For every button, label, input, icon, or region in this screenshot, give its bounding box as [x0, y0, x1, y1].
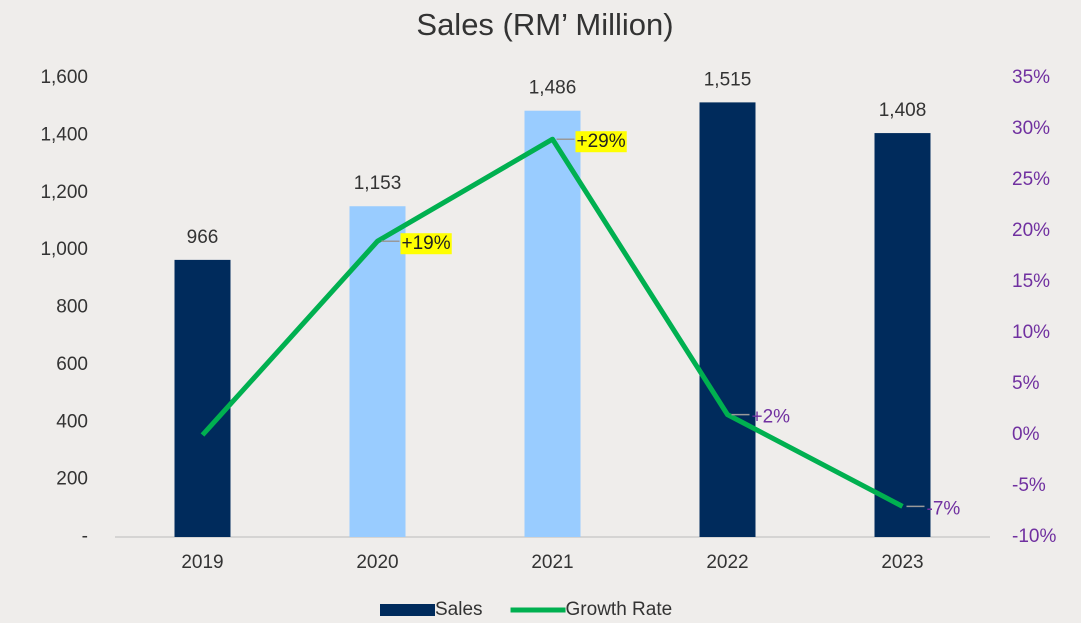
y-tick-label: 200	[56, 469, 88, 490]
y2-tick-label: 20%	[1012, 220, 1050, 241]
x-tick-label: 2020	[356, 552, 398, 573]
y-tick-label: 1,600	[40, 67, 88, 88]
bar	[874, 133, 931, 537]
y-tick-label: -	[82, 526, 88, 547]
chart-title: Sales (RM’ Million)	[416, 7, 673, 42]
bar-value-label: 1,408	[879, 100, 927, 121]
y2-tick-label: -5%	[1012, 475, 1046, 496]
label-highlight	[400, 233, 452, 255]
bar	[699, 102, 756, 538]
y-tick-label: 1,400	[40, 124, 88, 145]
y2-tick-label: 25%	[1012, 169, 1050, 190]
y-tick-label: 400	[56, 411, 88, 432]
label-highlight	[575, 131, 627, 153]
bar	[349, 206, 406, 537]
growth-value-label: +29%	[577, 131, 626, 152]
y2-tick-label: 10%	[1012, 322, 1050, 343]
growth-value-label: +19%	[402, 233, 451, 254]
bar-value-label: 1,515	[704, 69, 752, 90]
growth-value-label: +2%	[752, 407, 791, 428]
bar-value-label: 1,486	[529, 78, 577, 99]
x-tick-label: 2023	[881, 552, 923, 573]
x-tick-label: 2022	[706, 552, 748, 573]
y-tick-label: 1,200	[40, 182, 88, 203]
growth-line	[200, 136, 904, 509]
legend-swatch	[380, 604, 435, 616]
y2-tick-label: 0%	[1012, 424, 1040, 445]
x-tick-label: 2021	[531, 552, 573, 573]
y2-tick-label: -10%	[1012, 526, 1056, 547]
y-tick-label: 800	[56, 297, 88, 318]
x-tick-label: 2019	[181, 552, 223, 573]
bar	[174, 259, 231, 537]
y2-tick-label: 35%	[1012, 67, 1050, 88]
y2-tick-label: 30%	[1012, 118, 1050, 139]
growth-value-label: -7%	[927, 498, 961, 519]
y2-tick-label: 5%	[1012, 373, 1040, 394]
bar-value-label: 1,153	[354, 173, 402, 194]
legend-label: Sales	[435, 599, 483, 620]
bar-value-label: 966	[187, 227, 219, 248]
y2-tick-label: 15%	[1012, 271, 1050, 292]
bar	[524, 110, 581, 538]
y-tick-label: 1,000	[40, 239, 88, 260]
y-tick-label: 600	[56, 354, 88, 375]
legend-label: Growth Rate	[566, 599, 673, 620]
